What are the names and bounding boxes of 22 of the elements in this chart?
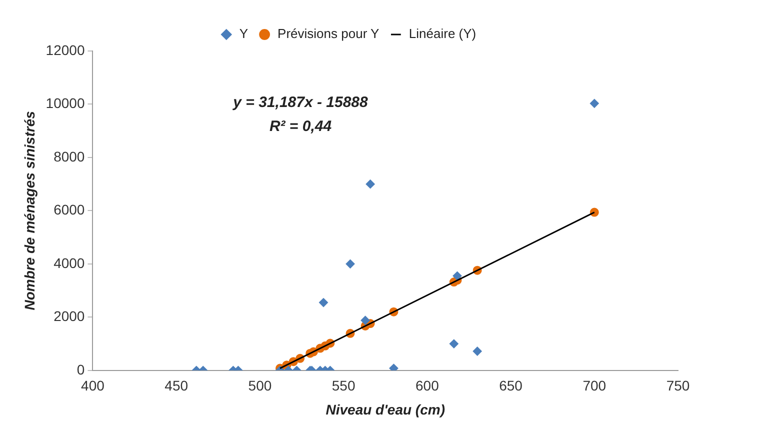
y-tick-label: 6000 xyxy=(54,202,85,218)
y-tick-label: 12000 xyxy=(46,42,85,58)
x-tick-label: 400 xyxy=(81,378,105,394)
x-axis-title: Niveau d'eau (cm) xyxy=(326,401,446,418)
annotation: R² = 0,44 xyxy=(269,118,332,136)
y-tick-label: 4000 xyxy=(54,254,85,271)
y-axis-title: Nombre de ménages sinistrés xyxy=(21,110,38,310)
x-tick-label: 600 xyxy=(415,378,440,394)
x-tick-label: 650 xyxy=(499,378,523,394)
annotation: y = 31,187x - 15888 xyxy=(232,94,369,112)
y-tick-label: 0 xyxy=(76,361,85,378)
x-tick-label: 550 xyxy=(332,378,356,394)
y-tick-label: 10000 xyxy=(46,95,85,112)
x-tick-label: 700 xyxy=(582,378,606,394)
legend-label: Linéaire (Y) xyxy=(408,26,476,42)
y-tick-label: 8000 xyxy=(54,148,85,164)
legend-label: Y xyxy=(239,26,248,42)
legend-label: Prévisions pour Y xyxy=(278,26,380,42)
x-tick-label: 450 xyxy=(164,378,188,394)
x-tick-label: 750 xyxy=(666,378,690,394)
y-tick-label: 2000 xyxy=(54,308,85,324)
x-tick-label: 500 xyxy=(248,378,272,394)
